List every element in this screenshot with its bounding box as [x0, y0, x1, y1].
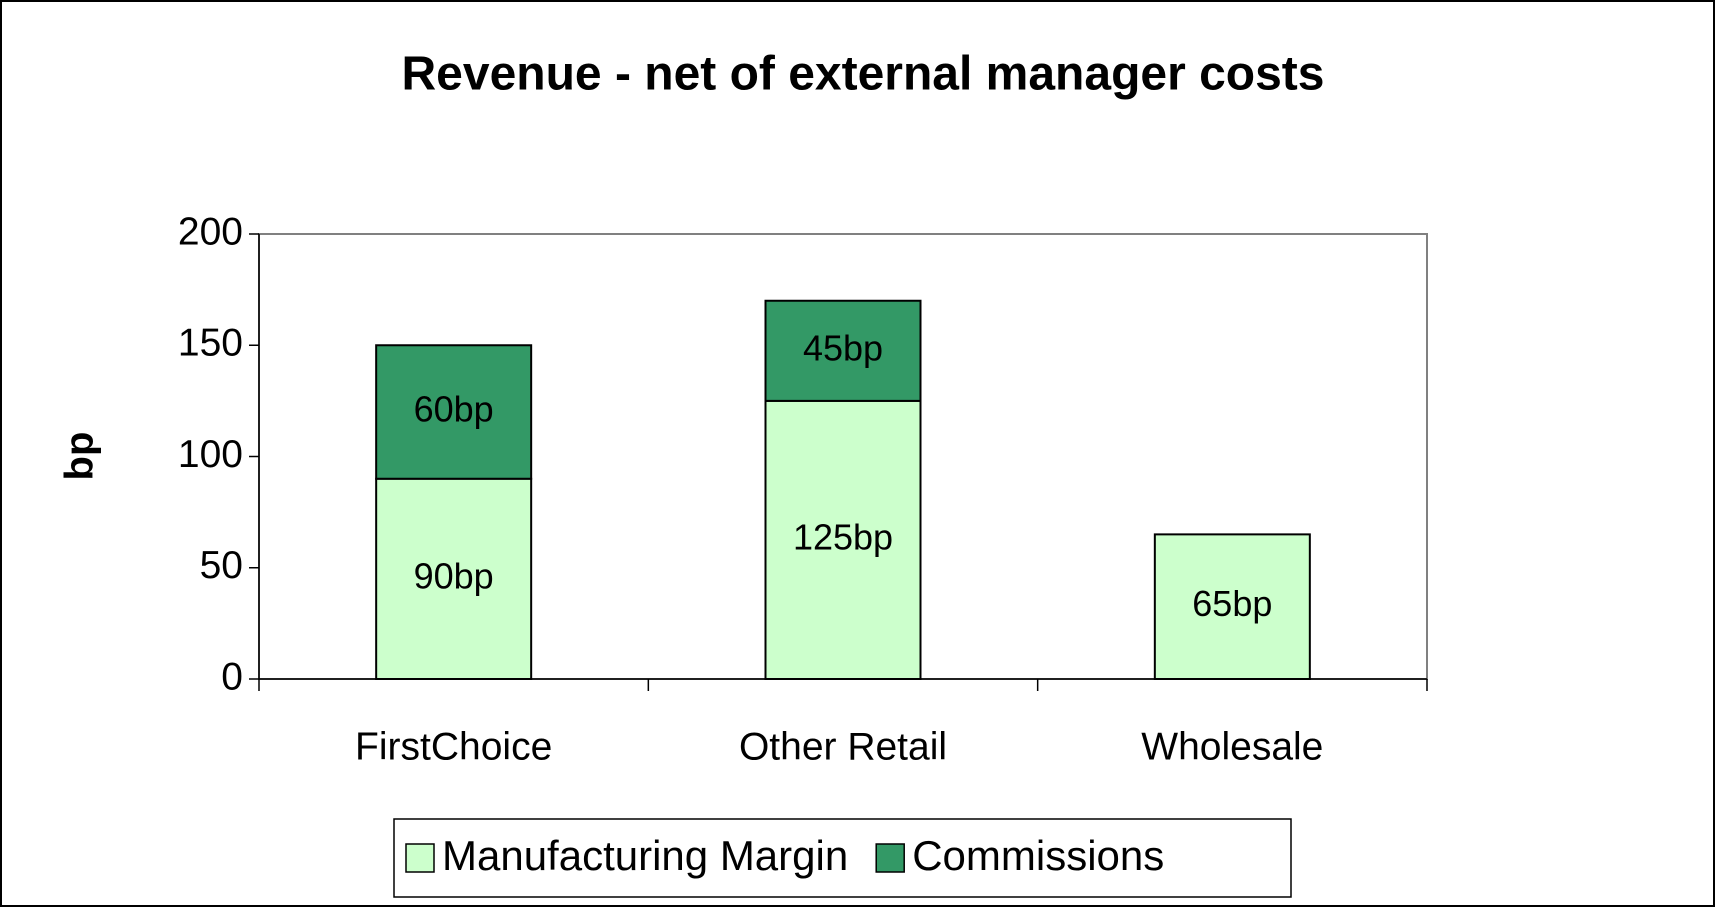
y-tick-label: 200	[178, 210, 243, 253]
legend-swatch	[875, 843, 905, 873]
legend-swatch	[405, 843, 435, 873]
bar-segment	[764, 299, 922, 402]
legend-label: Commissions	[912, 832, 1164, 879]
y-tick-label: 150	[178, 322, 243, 365]
legend-box	[393, 818, 1292, 898]
bar-segment	[1153, 533, 1311, 680]
x-tick-label: FirstChoice	[355, 725, 552, 768]
value-label: 60bp	[414, 389, 494, 430]
x-tick-label: Other Retail	[739, 725, 947, 768]
value-label: 90bp	[414, 555, 494, 596]
bar-segment	[764, 399, 922, 680]
chart-title: Revenue - net of external manager costs	[402, 48, 1325, 101]
y-tick-label: 100	[178, 433, 243, 476]
legend-label: Manufacturing Margin	[442, 832, 848, 879]
bar-segment	[375, 344, 533, 480]
value-label: 65bp	[1192, 583, 1272, 624]
y-tick-label: 50	[200, 544, 243, 587]
value-label: 125bp	[793, 516, 893, 557]
y-axis-label: bp	[58, 432, 102, 481]
x-tick-label: Wholesale	[1141, 725, 1323, 768]
value-label: 45bp	[803, 327, 883, 368]
y-tick-label: 0	[221, 655, 243, 698]
bar-segment	[375, 477, 533, 680]
